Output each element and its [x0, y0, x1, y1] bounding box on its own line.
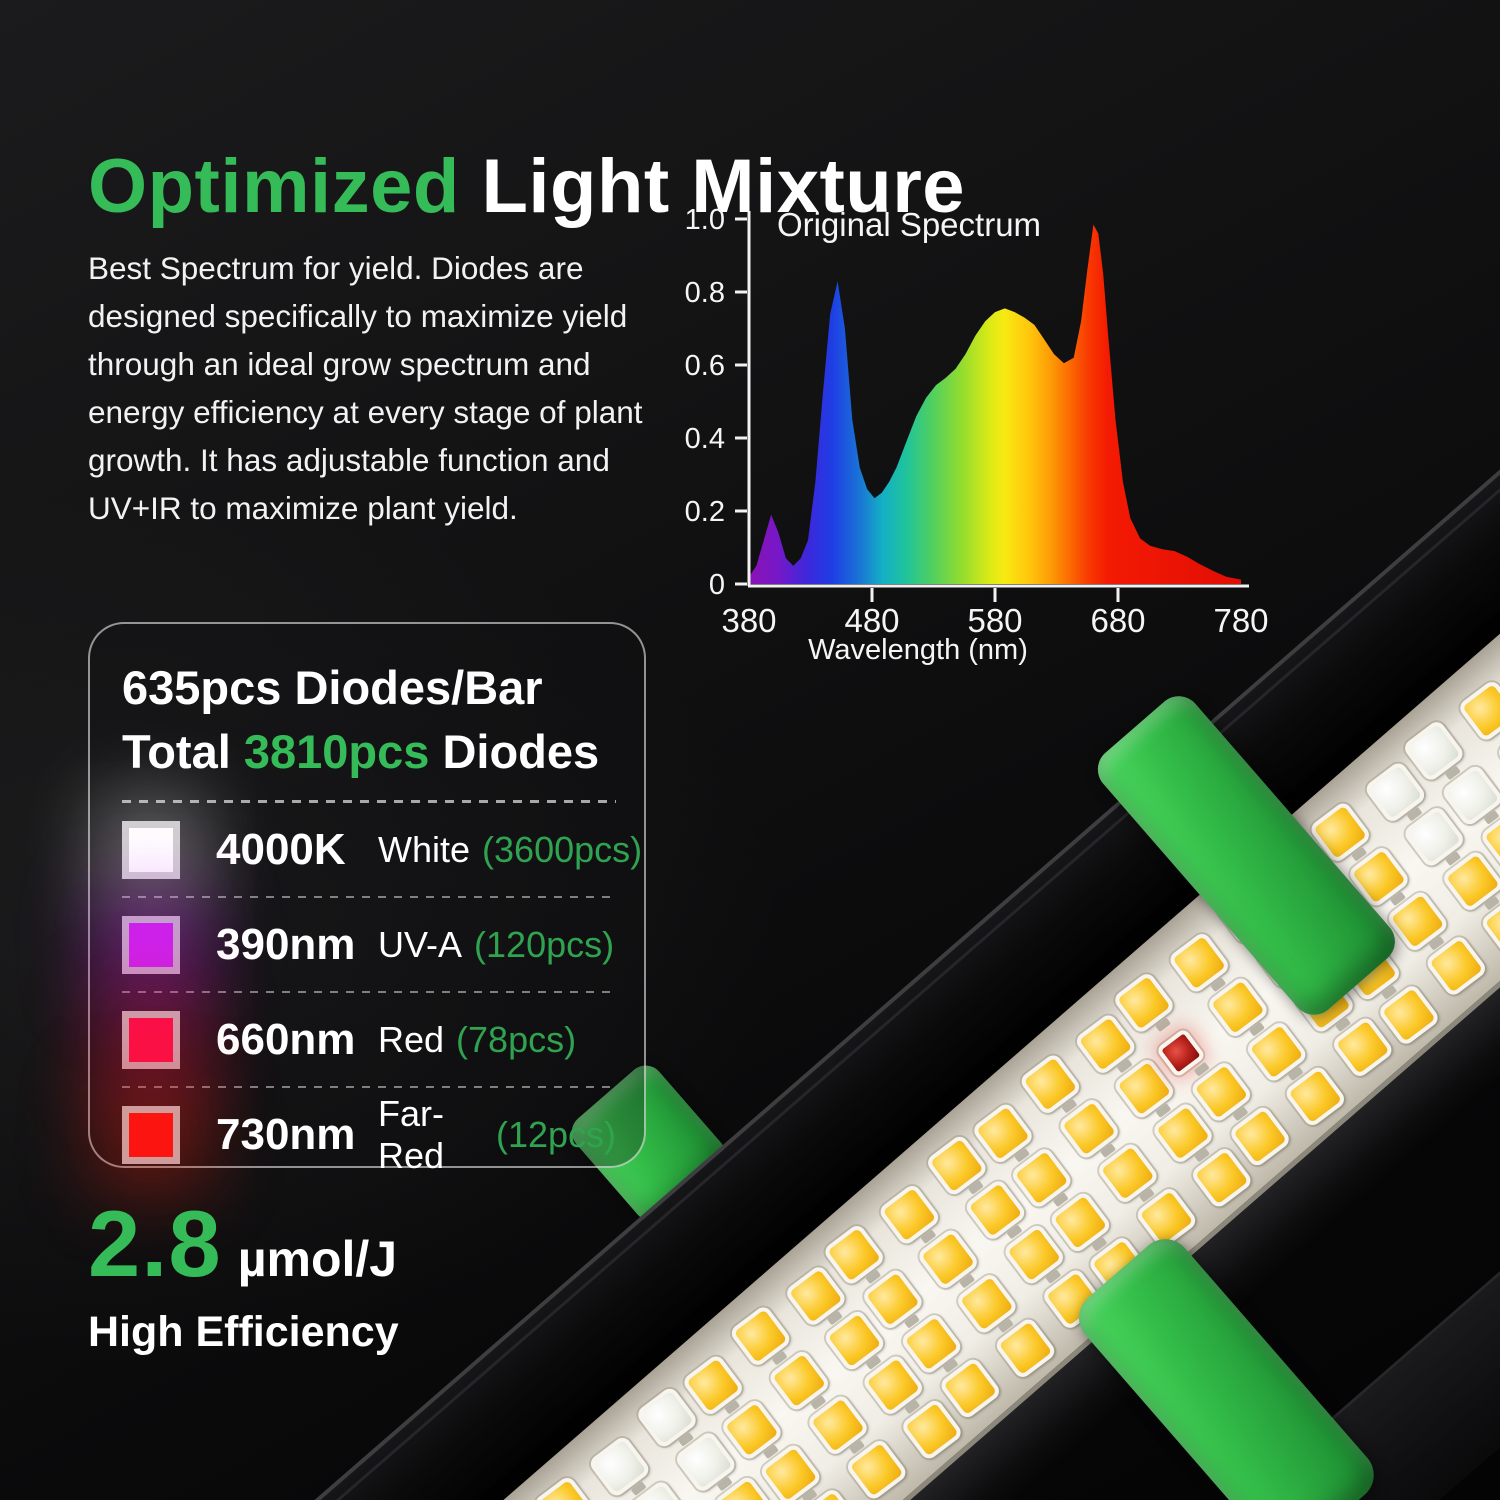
diode-count: (120pcs) [474, 923, 615, 965]
diodes-panel: 635pcs Diodes/Bar Total 3810pcs Diodes 4… [88, 622, 646, 1176]
x-tick-label: 380 [721, 602, 776, 639]
page-title-rest: Light Mixture [459, 143, 966, 229]
spectrum-chart: 0 0.2 0.4 0.6 0.8 1.0 380 480 580 680 780 Original … [685, 204, 1269, 666]
y-tick-label: 0.2 [685, 496, 725, 528]
diode-count: (78pcs) [456, 1018, 577, 1060]
y-tick-label: 0.8 [685, 277, 725, 309]
dashed-separator [122, 800, 616, 803]
efficiency-line: 2.8 µmol/J [88, 1190, 399, 1298]
dashed-separator [122, 1086, 616, 1088]
page-title-accent: Optimized [88, 143, 460, 229]
x-tick-label: 780 [1213, 602, 1268, 639]
led-diode [532, 1474, 597, 1500]
diode-label: Red [378, 1018, 445, 1060]
led-diode [1456, 678, 1500, 744]
diode-label: Far-Red [378, 1092, 445, 1176]
x-tick-label: 680 [1090, 602, 1145, 639]
diode-color-swatch [122, 820, 180, 879]
y-tick-label: 1.0 [685, 204, 725, 236]
diode-label: UV-A [378, 923, 463, 965]
page-title: Optimized Light Mixture [88, 143, 965, 230]
chart-xlabel: Wavelength (nm) [808, 634, 1028, 666]
diode-row: 4000K White (3600pcs) [122, 803, 642, 896]
diode-label: White [378, 828, 471, 870]
diode-wavelength: 390nm [216, 919, 356, 969]
diode-rows: 4000K White (3600pcs) 390nm UV-A (120pcs) 660n… [122, 803, 642, 1181]
diode-wavelength: 660nm [216, 1014, 356, 1064]
dashed-separator [122, 896, 616, 898]
dashed-separator [122, 991, 616, 993]
description-text: Best Spectrum for yield. Diodes are desi… [88, 249, 643, 526]
diodes-heading-line1: 635pcs Diodes/Bar [122, 661, 543, 714]
efficiency-block: 2.8 µmol/J High Efficiency [88, 1190, 399, 1357]
diode-color-swatch [122, 1010, 180, 1069]
total-diodes-count: 3810pcs [243, 725, 430, 778]
chart-title: Original Spectrum [777, 206, 1041, 243]
x-tick-label: 480 [844, 602, 899, 639]
efficiency-label: High Efficiency [88, 1308, 399, 1356]
diodes-panel-heading: 635pcs Diodes/Bar Total 3810pcs Diodes [122, 656, 616, 784]
efficiency-value: 2.8 [88, 1191, 222, 1296]
diodes-heading-line2: Total 3810pcs Diodes [122, 725, 600, 778]
diode-row: 660nm Red (78pcs) [122, 993, 616, 1086]
y-tick-label: 0.6 [685, 350, 725, 382]
spectrum-area [749, 224, 1241, 584]
y-tick-label: 0.4 [685, 423, 725, 455]
y-tick-label: 0 [709, 569, 725, 601]
diode-row: 390nm UV-A (120pcs) [122, 898, 616, 991]
diode-wavelength: 730nm [216, 1109, 356, 1159]
diode-color-swatch [122, 1105, 180, 1164]
diode-color-swatch [122, 915, 180, 974]
diode-row: 730nm Far-Red (12pcs) [122, 1088, 616, 1181]
x-tick-label: 580 [967, 602, 1022, 639]
diode-count: (3600pcs) [482, 828, 643, 870]
efficiency-unit: µmol/J [237, 1231, 398, 1287]
diode-wavelength: 4000K [216, 824, 346, 874]
diode-count: (12pcs) [495, 1113, 616, 1155]
